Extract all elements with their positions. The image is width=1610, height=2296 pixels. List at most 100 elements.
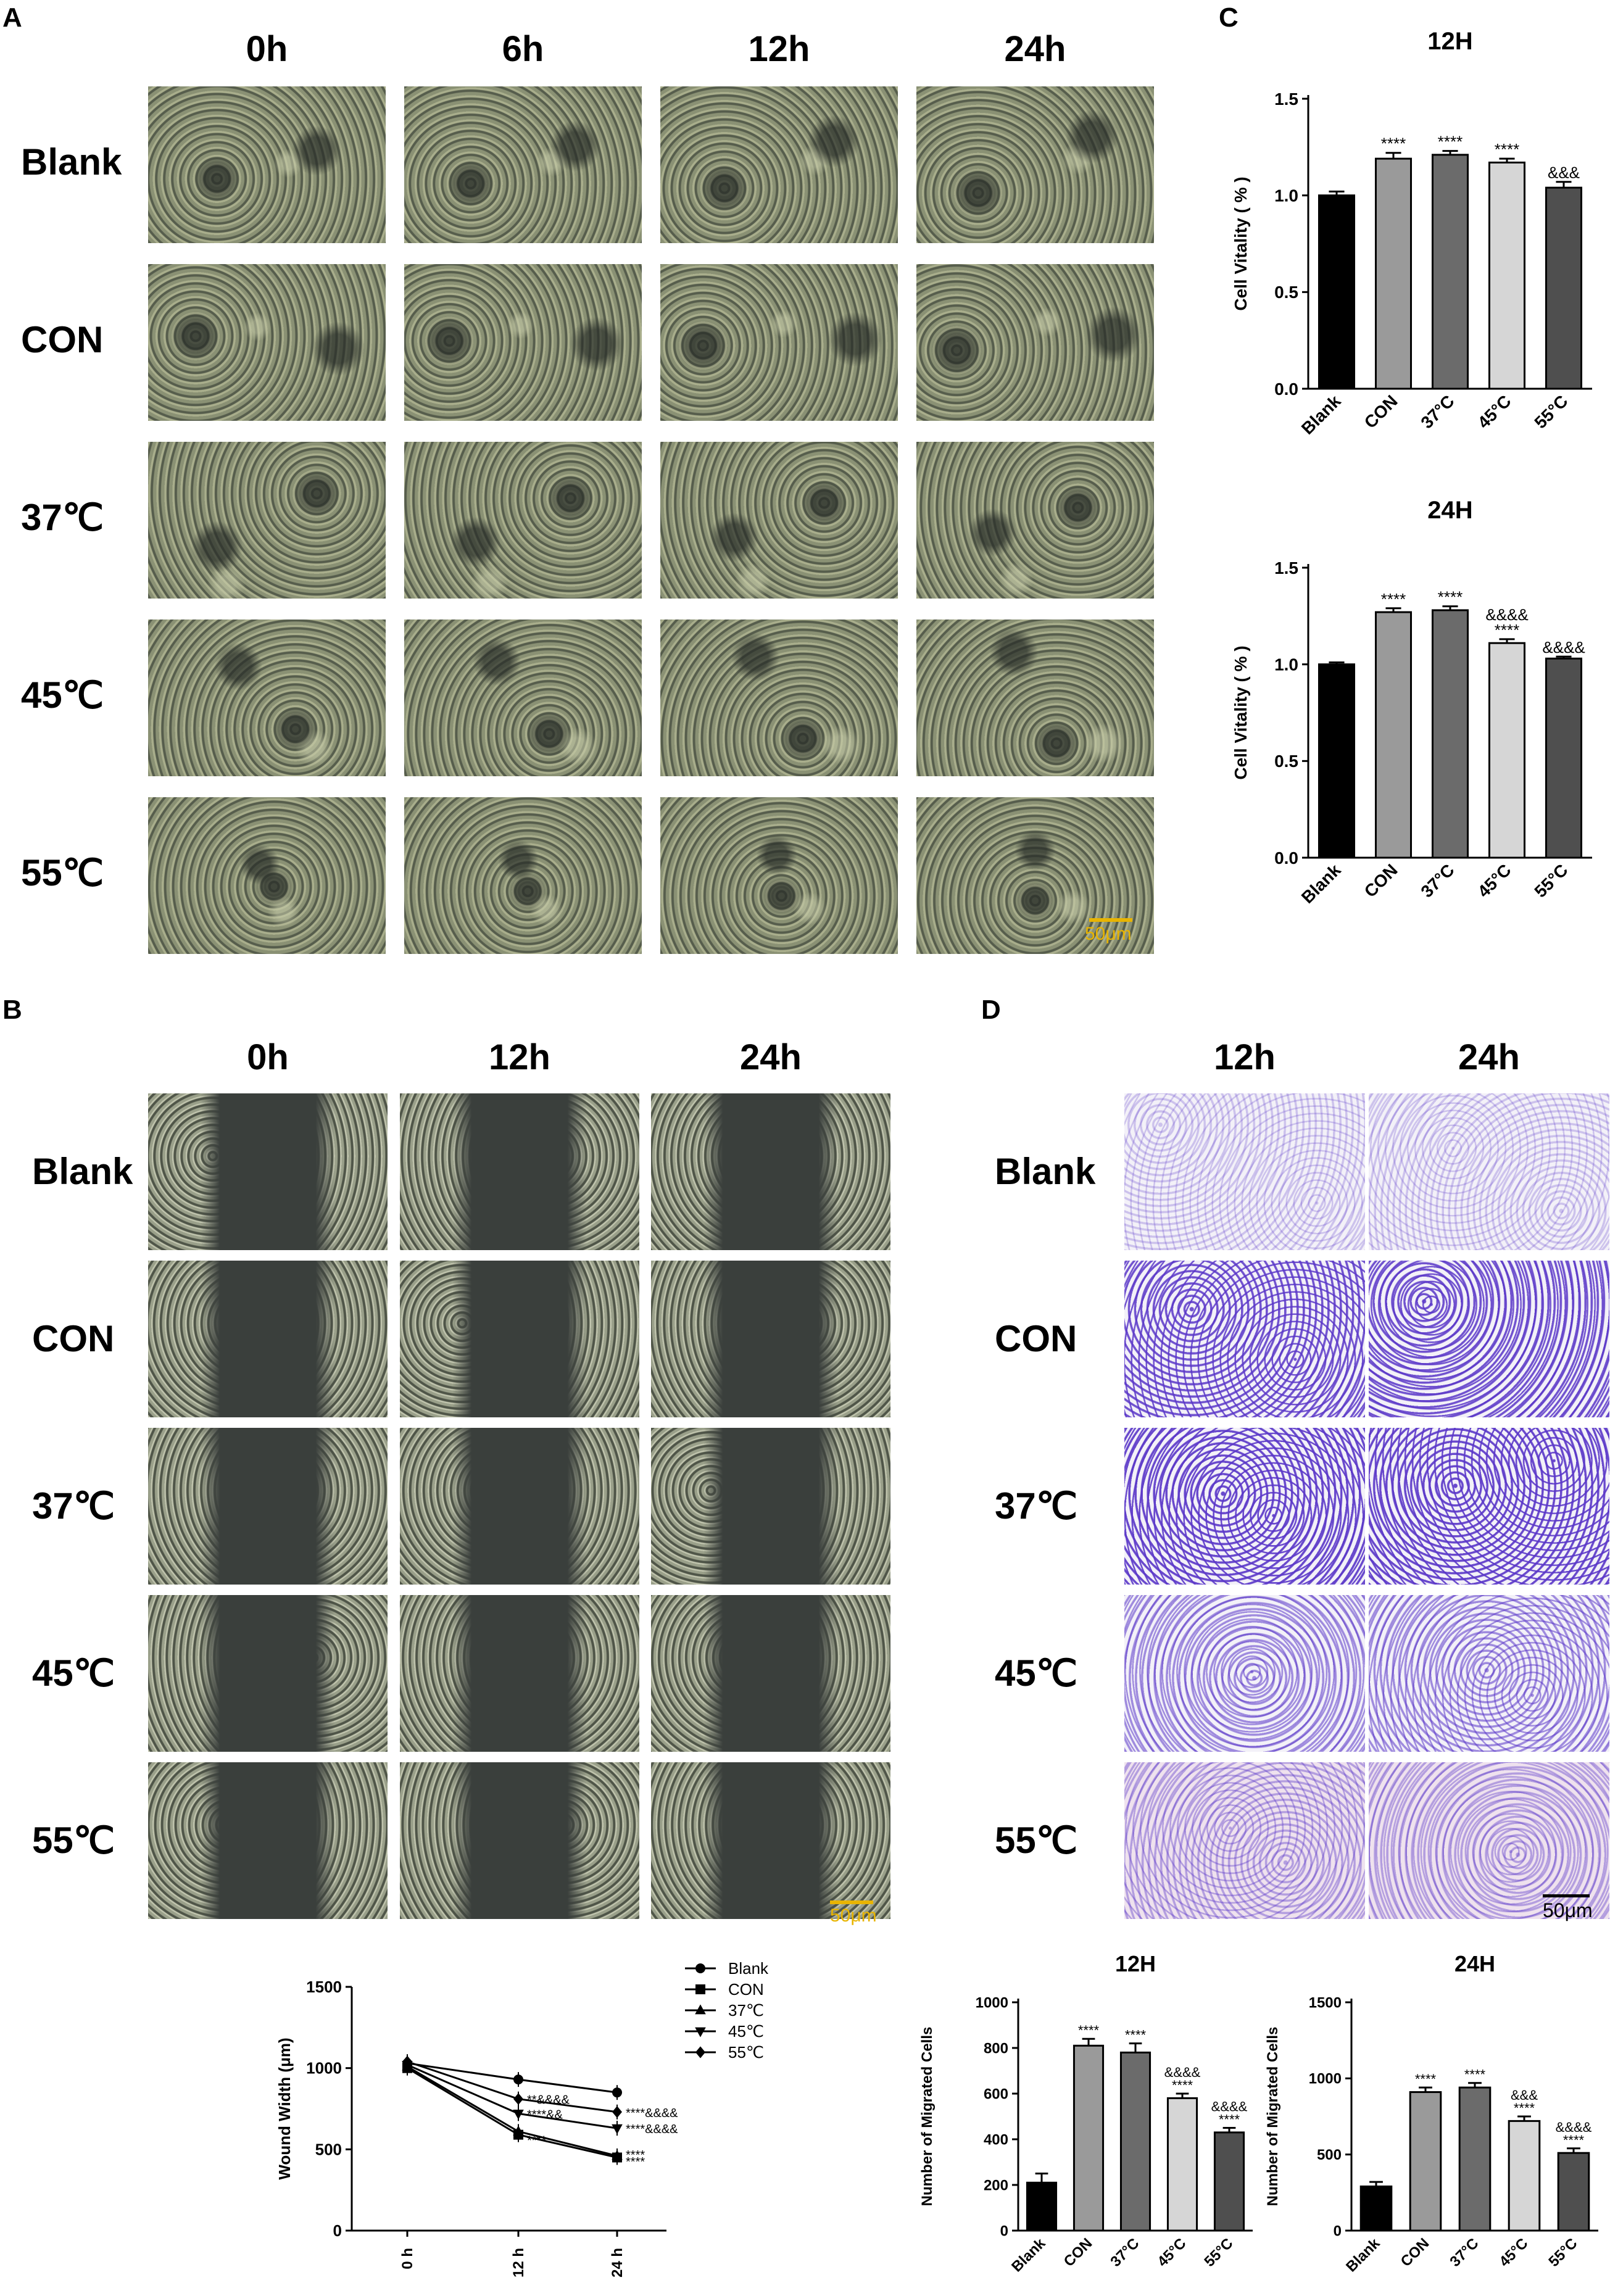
wound-width-x-tick-label: 0 h (399, 2248, 416, 2269)
micrograph-45-24h (916, 620, 1154, 776)
vitality-24h-y-tick-label: 0.0 (1274, 848, 1298, 868)
row-label-45: 45℃ (32, 1652, 115, 1694)
vitality-24h-y-axis-label: Cell Vitality ( % ) (1231, 645, 1250, 779)
wound-width-legend-marker (695, 1984, 705, 1994)
migrated-24h-title: 24H (1454, 1951, 1495, 1976)
wound-width-y-tick-label: 1500 (306, 1978, 342, 1996)
wound-width-point-blank (513, 2074, 523, 2085)
wound-width-legend-marker (695, 2046, 705, 2058)
migrated-24h-x-tick-label: 55°C (1545, 2235, 1580, 2270)
micrograph-45-6h (404, 620, 642, 776)
row-label-37: 37℃ (995, 1485, 1078, 1527)
transwell-image-con-24h (1369, 1261, 1609, 1417)
wound-width-point-55 (402, 2055, 412, 2068)
column-header-0h: 0h (246, 29, 288, 69)
wound-width-y-tick-label: 1000 (306, 2059, 342, 2078)
transwell-image-45-24h (1369, 1595, 1609, 1752)
wound-width-x-tick-label: 24 h (609, 2248, 626, 2277)
micrograph-37-12h (660, 442, 898, 599)
migrated-12h-y-axis-label: Number of Migrated Cells (919, 2027, 936, 2207)
wound-image-con-12h (400, 1261, 639, 1417)
wound-width-point-37 (612, 2150, 623, 2160)
vitality-24h-x-tick-label: 37°C (1417, 860, 1458, 901)
vitality-12h-y-tick-label: 1.5 (1274, 89, 1298, 109)
wound-image-55-24h (651, 1762, 890, 1919)
migrated-24h-y-tick-label: 1000 (1309, 2071, 1342, 2087)
wound-width-legend-marker (695, 1963, 705, 1973)
migrated-24h-bar-37-c (1458, 2086, 1492, 2232)
vitality-24h-x-tick-label: CON (1361, 860, 1401, 901)
transwell-image-55-12h (1124, 1762, 1365, 1919)
wound-width-point-55 (612, 2106, 622, 2118)
panel-a-letter: A (2, 2, 22, 33)
vitality-12h-bar-blank (1317, 194, 1356, 390)
transwell-image-37-12h (1124, 1428, 1365, 1585)
panel-b-letter: B (2, 995, 22, 1025)
migrated-24h-significance: &&& (1511, 2087, 1538, 2103)
vitality-24h-y-tick-label: 0.5 (1274, 752, 1298, 771)
wound-width-legend-label: 37℃ (728, 2001, 764, 2020)
scale-bar (1089, 918, 1132, 922)
vitality-24h-significance: **** (1381, 590, 1406, 608)
micrograph-37-0h (148, 442, 386, 599)
migrated-24h-x-tick-label: 45°C (1496, 2235, 1531, 2270)
cell-vitality-12h-chart: 12H Cell Vitality ( % ) 0.0 0.5 1.0 1.5 Blank *… (1231, 28, 1592, 438)
panel-d-letter: D (981, 995, 1001, 1025)
migrated-12h-y-tick-label: 800 (984, 2040, 1008, 2057)
wound-width-y-tick-label: 0 (333, 2221, 342, 2240)
transwell-image-con-12h (1124, 1261, 1365, 1417)
wound-width-legend-label: Blank (728, 1959, 769, 1978)
micrograph-con-0h (148, 264, 386, 421)
scale-bar-label: 50μm (1543, 1899, 1593, 1921)
wound-width-x-tick-label: 12 h (510, 2248, 527, 2277)
wound-width-point-45 (612, 2124, 623, 2134)
vitality-24h-bar-37-c (1431, 609, 1469, 859)
migrated-24h-y-axis-label: Number of Migrated Cells (1264, 2027, 1281, 2207)
wound-width-legend-label: CON (728, 1980, 764, 1999)
vitality-12h-x-tick-label: 45°C (1474, 391, 1514, 432)
wound-width-line-chart: Wound Width (μm) 0 500 1000 1500 0 h 12 h 24 h B… (275, 1959, 769, 2277)
vitality-24h-x-tick-label: Blank (1298, 860, 1345, 907)
wound-width-significance: **** (626, 2149, 645, 2162)
migrated-12h-x-tick-label: CON (1061, 2235, 1096, 2270)
row-label-blank: Blank (21, 141, 122, 183)
vitality-12h-significance: **** (1438, 133, 1463, 151)
row-label-37: 37℃ (21, 497, 104, 538)
vitality-12h-bar-55-c (1545, 186, 1583, 390)
wound-width-significance: ****&&&& (626, 2123, 678, 2136)
migrated-cells-12h-chart: 12H Number of Migrated Cells 0 200 400 600 800… (919, 1951, 1253, 2276)
wound-image-con-24h (651, 1261, 890, 1417)
migrated-12h-y-tick-label: 200 (984, 2177, 1008, 2194)
migrated-12h-significance: **** (1125, 2028, 1147, 2043)
micrograph-55-0h (148, 797, 386, 954)
migrated-24h-significance: **** (1464, 2067, 1486, 2083)
vitality-24h-significance: &&&& (1542, 638, 1585, 657)
wound-image-blank-24h (651, 1093, 890, 1250)
vitality-24h-x-tick-label: 45°C (1474, 860, 1514, 901)
migrated-24h-significance: **** (1415, 2071, 1437, 2087)
migrated-12h-bar-37-c (1119, 2051, 1151, 2232)
migrated-12h-y-tick-label: 600 (984, 2086, 1008, 2102)
vitality-12h-significance: **** (1495, 140, 1519, 159)
row-label-45: 45℃ (995, 1652, 1078, 1694)
wound-width-legend-label: 45℃ (728, 2022, 764, 2041)
wound-image-37-24h (651, 1428, 890, 1585)
migrated-24h-bar-blank (1359, 2185, 1393, 2232)
migrated-24h-y-tick-label: 1500 (1309, 1994, 1342, 2011)
wound-width-significance: **&&&& (527, 2094, 570, 2107)
scale-bar-label: 50μm (830, 1905, 877, 1926)
migrated-12h-y-tick-label: 0 (1000, 2223, 1008, 2239)
row-label-55: 55℃ (32, 1820, 115, 1861)
micrograph-55-24h (916, 797, 1154, 954)
row-label-55: 55℃ (995, 1820, 1078, 1861)
transwell-image-55-24h (1369, 1762, 1609, 1919)
vitality-24h-title: 24H (1427, 497, 1472, 524)
migrated-12h-x-tick-label: Blank (1008, 2235, 1049, 2276)
migrated-12h-bar-45-c (1166, 2097, 1198, 2232)
micrograph-45-12h (660, 620, 898, 776)
wound-image-37-0h (148, 1428, 388, 1585)
wound-image-blank-12h (400, 1093, 639, 1250)
vitality-12h-significance: **** (1381, 135, 1406, 153)
vitality-12h-title: 12H (1427, 28, 1472, 55)
column-header-12h: 12h (748, 29, 810, 69)
